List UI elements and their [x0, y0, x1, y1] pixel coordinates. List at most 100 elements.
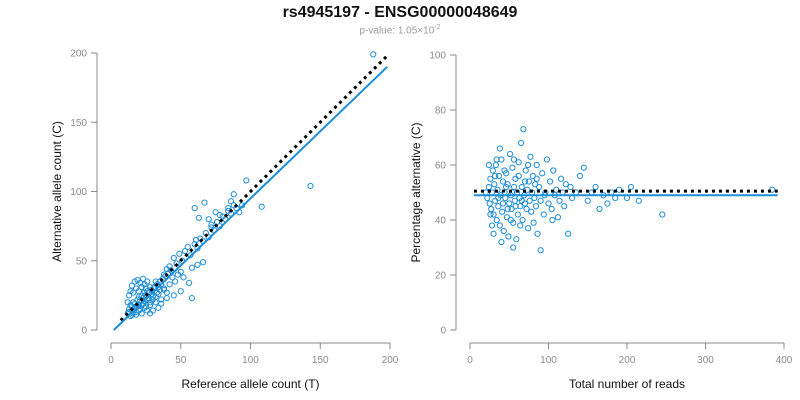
data-point [188, 295, 196, 302]
data-point [535, 183, 543, 191]
data-point [160, 286, 168, 293]
y-tick-label: 100 [70, 187, 87, 198]
data-point [144, 307, 151, 314]
data-point [186, 279, 193, 287]
data-point [230, 191, 237, 198]
data-point [517, 139, 525, 147]
data-point [170, 254, 177, 262]
data-point [524, 161, 532, 169]
data-point [548, 205, 555, 213]
data-point [584, 197, 591, 204]
data-point [533, 175, 540, 182]
data-point [307, 182, 314, 190]
data-point [486, 200, 493, 207]
x-tick-label: 400 [776, 355, 793, 366]
data-point [489, 167, 496, 174]
data-point [495, 172, 503, 180]
data-point [126, 292, 133, 299]
data-point [533, 161, 540, 169]
data-point [520, 126, 527, 133]
data-point [518, 183, 525, 191]
data-point [188, 264, 196, 271]
y-tick-label: 0 [440, 326, 446, 337]
data-point [137, 279, 144, 287]
data-point [130, 289, 137, 296]
data-point [532, 203, 540, 210]
data-point [512, 203, 519, 210]
y-tick-label: 40 [435, 216, 447, 227]
data-point [522, 167, 529, 174]
data-point [565, 230, 572, 237]
data-point [135, 293, 142, 300]
data-point [515, 172, 522, 180]
data-point [604, 200, 611, 207]
reference-line [119, 54, 389, 322]
data-point [243, 177, 250, 184]
data-point [499, 200, 507, 207]
data-point [506, 200, 513, 207]
data-point [216, 211, 223, 219]
y-tick-label: 0 [81, 326, 87, 337]
data-point [195, 214, 202, 221]
data-point [205, 216, 212, 223]
data-point [592, 183, 599, 191]
data-point [510, 156, 518, 163]
data-point [493, 156, 500, 163]
data-point [540, 211, 547, 218]
x-tick-label: 300 [697, 355, 714, 366]
data-point [155, 290, 162, 298]
data-point [142, 303, 149, 310]
data-point [517, 222, 524, 229]
data-point [191, 205, 198, 212]
data-point [523, 205, 530, 213]
data-point [370, 51, 377, 58]
data-point [192, 236, 200, 244]
data-point [144, 278, 151, 285]
data-point [567, 183, 574, 191]
y-axis-label: Percentage alternative (C) [409, 122, 423, 262]
data-point [537, 197, 544, 204]
data-point [227, 198, 235, 205]
data-point [158, 296, 165, 303]
data-point [556, 197, 563, 204]
chart-title: rs4945197 - ENSG00000048649 [282, 4, 518, 21]
data-point [514, 211, 521, 218]
data-point [546, 178, 554, 185]
data-point [525, 178, 532, 185]
chart-subtitle: p-value: 1.05×10-2 [0, 24, 800, 36]
data-point [163, 295, 170, 302]
data-point [499, 208, 506, 215]
data-point [258, 203, 265, 210]
p-value-mantissa: 1.05×10 [397, 25, 435, 37]
data-point [496, 145, 503, 152]
data-point [492, 172, 499, 180]
data-point [596, 205, 603, 213]
data-point [518, 197, 525, 204]
x-tick-label: 100 [242, 355, 259, 366]
data-point [503, 183, 510, 191]
p-value-exponent: -2 [434, 24, 441, 31]
y-tick-label: 200 [70, 49, 87, 60]
data-point [485, 161, 492, 169]
data-point [487, 211, 494, 218]
y-tick-label: 150 [70, 118, 87, 129]
data-point [627, 183, 635, 191]
data-point [534, 230, 541, 237]
scatter-panel-left: 0 50 100 150 200 0 50 100 150 200 Reference allele… [50, 49, 399, 392]
data-point [504, 205, 511, 213]
data-point [158, 300, 165, 307]
data-point [496, 222, 503, 229]
data-point [562, 181, 569, 188]
fit-line [113, 66, 388, 331]
data-point [208, 221, 215, 228]
data-point [128, 282, 136, 289]
data-point [166, 263, 173, 270]
data-point [510, 183, 518, 191]
data-point [545, 200, 552, 207]
data-point [527, 153, 534, 160]
data-point [576, 172, 584, 180]
data-point [133, 311, 140, 318]
data-point [526, 197, 533, 204]
data-point [176, 250, 183, 257]
